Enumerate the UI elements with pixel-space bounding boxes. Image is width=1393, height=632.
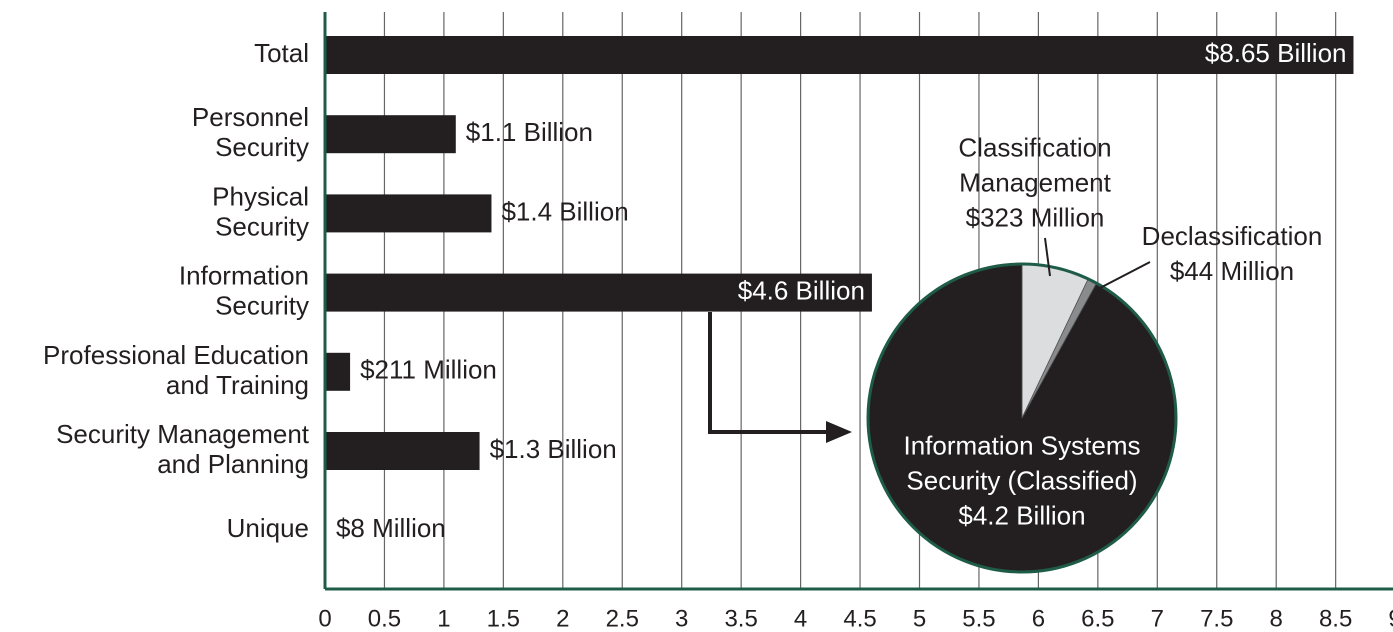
slice-label: Declassification xyxy=(1142,221,1323,251)
slice-label: Classification Management xyxy=(958,132,1111,197)
slice-value-label: $4.2 Billion xyxy=(958,500,1085,530)
arrow xyxy=(708,312,835,434)
slice-value-label: $44 Million xyxy=(1170,256,1294,286)
x-tick-label: 8.5 xyxy=(1319,605,1352,632)
slice-value-label: $323 Million xyxy=(966,202,1105,232)
bar xyxy=(325,273,872,312)
value-label: $1.1 Billion xyxy=(466,117,593,147)
x-tick-label: 6.5 xyxy=(1081,605,1114,632)
bar xyxy=(325,115,456,154)
bar xyxy=(325,36,1354,74)
x-tick-label: 1.5 xyxy=(487,605,520,632)
bar xyxy=(325,432,480,470)
category-label: Personnel Security xyxy=(192,102,309,162)
x-tick-label: 9 xyxy=(1388,605,1393,632)
x-tick-label: 2 xyxy=(556,605,569,632)
value-label: $8 Million xyxy=(336,513,446,543)
category-label: Total xyxy=(254,38,309,68)
bar xyxy=(325,194,492,233)
pie: Classification Management $323 Million Decl… xyxy=(866,132,1323,574)
x-tick-label: 7 xyxy=(1151,605,1164,632)
category-label: Physical Security xyxy=(212,181,309,241)
x-tick-label: 0.5 xyxy=(368,605,401,632)
category-label: Security Management and Planning xyxy=(56,419,310,479)
x-tick-label: 8 xyxy=(1270,605,1283,632)
x-tick-label: 4.5 xyxy=(843,605,876,632)
x-tick-label: 3.5 xyxy=(724,605,757,632)
leader-line xyxy=(1044,237,1051,277)
value-label: $211 Million xyxy=(360,355,497,385)
category-label: Professional Education and Training xyxy=(43,340,309,400)
x-tick-label: 1 xyxy=(437,605,450,632)
x-tick-label: 6 xyxy=(1032,605,1045,632)
value-label: $8.65 Billion xyxy=(1205,38,1347,68)
category-label: Unique xyxy=(227,513,309,543)
value-label: $1.3 Billion xyxy=(490,434,617,464)
x-tick-label: 7.5 xyxy=(1200,605,1233,632)
pie-border xyxy=(866,262,1178,574)
x-tick-label: 2.5 xyxy=(606,605,639,632)
value-label: $1.4 Billion xyxy=(501,196,628,226)
x-tick-label: 5.5 xyxy=(962,605,995,632)
bar xyxy=(325,352,351,391)
leader-line xyxy=(1097,261,1151,290)
x-tick-label: 3 xyxy=(675,605,688,632)
arrow-head xyxy=(826,421,852,443)
category-label: Information Security xyxy=(179,260,309,320)
slice-label: Information Systems Security (Classified) xyxy=(904,430,1141,495)
value-label: $4.6 Billion xyxy=(738,275,865,305)
x-tick-label: 5 xyxy=(913,605,926,632)
x-tick-label: 0 xyxy=(318,605,331,632)
bars xyxy=(325,36,1354,550)
x-tick-label: 4 xyxy=(794,605,807,632)
